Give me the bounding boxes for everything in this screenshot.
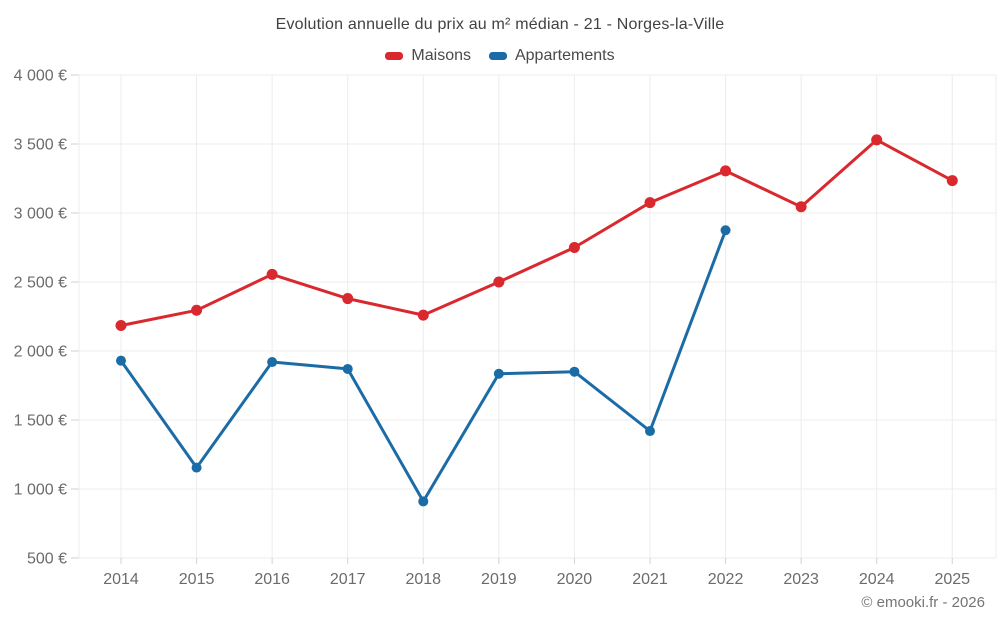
x-tick-label-2019: 2019 — [481, 571, 517, 588]
x-tick-label-2025: 2025 — [934, 571, 970, 588]
y-tick-label-1500: 1 500 € — [14, 413, 67, 430]
y-tick-label-3000: 3 000 € — [14, 206, 67, 223]
maisons-line — [119, 138, 954, 327]
x-tick-label-2015: 2015 — [179, 571, 215, 588]
legend-item-maisons[interactable]: Maisons — [385, 47, 471, 65]
x-tick-label-2024: 2024 — [859, 571, 895, 588]
point-maisons-2022[interactable] — [720, 165, 732, 177]
point-appartements-2016[interactable] — [267, 357, 278, 368]
point-appartements-2020[interactable] — [569, 366, 580, 377]
legend-label-appartements: Appartements — [514, 47, 615, 64]
point-appartements-2014[interactable] — [116, 355, 126, 366]
point-maisons-2018[interactable] — [417, 309, 429, 321]
y-tick-label-500: 500 € — [27, 551, 67, 568]
x-tick-label-2022: 2022 — [708, 571, 744, 588]
x-tick-label-2016: 2016 — [254, 571, 290, 588]
y-tick-label-1000: 1 000 € — [14, 482, 67, 499]
point-maisons-2015[interactable] — [191, 304, 203, 316]
point-appartements-2018[interactable] — [418, 496, 429, 507]
y-tick-label-3500: 3 500 € — [14, 137, 67, 154]
y-tick-label-2000: 2 000 € — [14, 344, 67, 361]
y-tick-label-2500: 2 500 € — [14, 275, 67, 292]
point-appartements-2017[interactable] — [342, 363, 353, 374]
x-tick-label-2020: 2020 — [557, 571, 593, 588]
x-tick-label-2023: 2023 — [783, 571, 819, 588]
x-tick-label-2014: 2014 — [103, 571, 139, 588]
x-tick-label-2017: 2017 — [330, 571, 366, 588]
legend-item-appartements[interactable]: Appartements — [488, 47, 615, 65]
point-appartements-2015[interactable] — [191, 462, 202, 473]
appartements-swatch-icon — [488, 52, 507, 60]
point-maisons-2017[interactable] — [342, 293, 354, 305]
point-maisons-2016[interactable] — [266, 268, 278, 280]
chart-title: Evolution annuelle du prix au m² médian … — [275, 16, 725, 33]
legend-label-maisons: Maisons — [411, 47, 471, 64]
point-maisons-2025[interactable] — [946, 175, 958, 187]
y-tick-label-4000: 4 000 € — [14, 68, 67, 85]
point-maisons-2020[interactable] — [568, 242, 580, 253]
point-maisons-2023[interactable] — [795, 201, 807, 213]
copyright: © emooki.fr - 2026 — [861, 594, 985, 611]
point-appartements-2021[interactable] — [644, 426, 655, 437]
point-maisons-2014[interactable] — [115, 319, 127, 331]
point-maisons-2019[interactable] — [493, 276, 505, 288]
legend: Maisons Appartements — [0, 46, 1000, 66]
maisons-swatch-icon — [385, 52, 404, 60]
point-maisons-2021[interactable] — [644, 197, 656, 209]
point-maisons-2024[interactable] — [871, 134, 883, 146]
point-appartements-2022[interactable] — [720, 225, 731, 236]
x-tick-label-2021: 2021 — [632, 571, 668, 588]
point-appartements-2019[interactable] — [493, 368, 504, 379]
x-tick-label-2018: 2018 — [405, 571, 441, 588]
